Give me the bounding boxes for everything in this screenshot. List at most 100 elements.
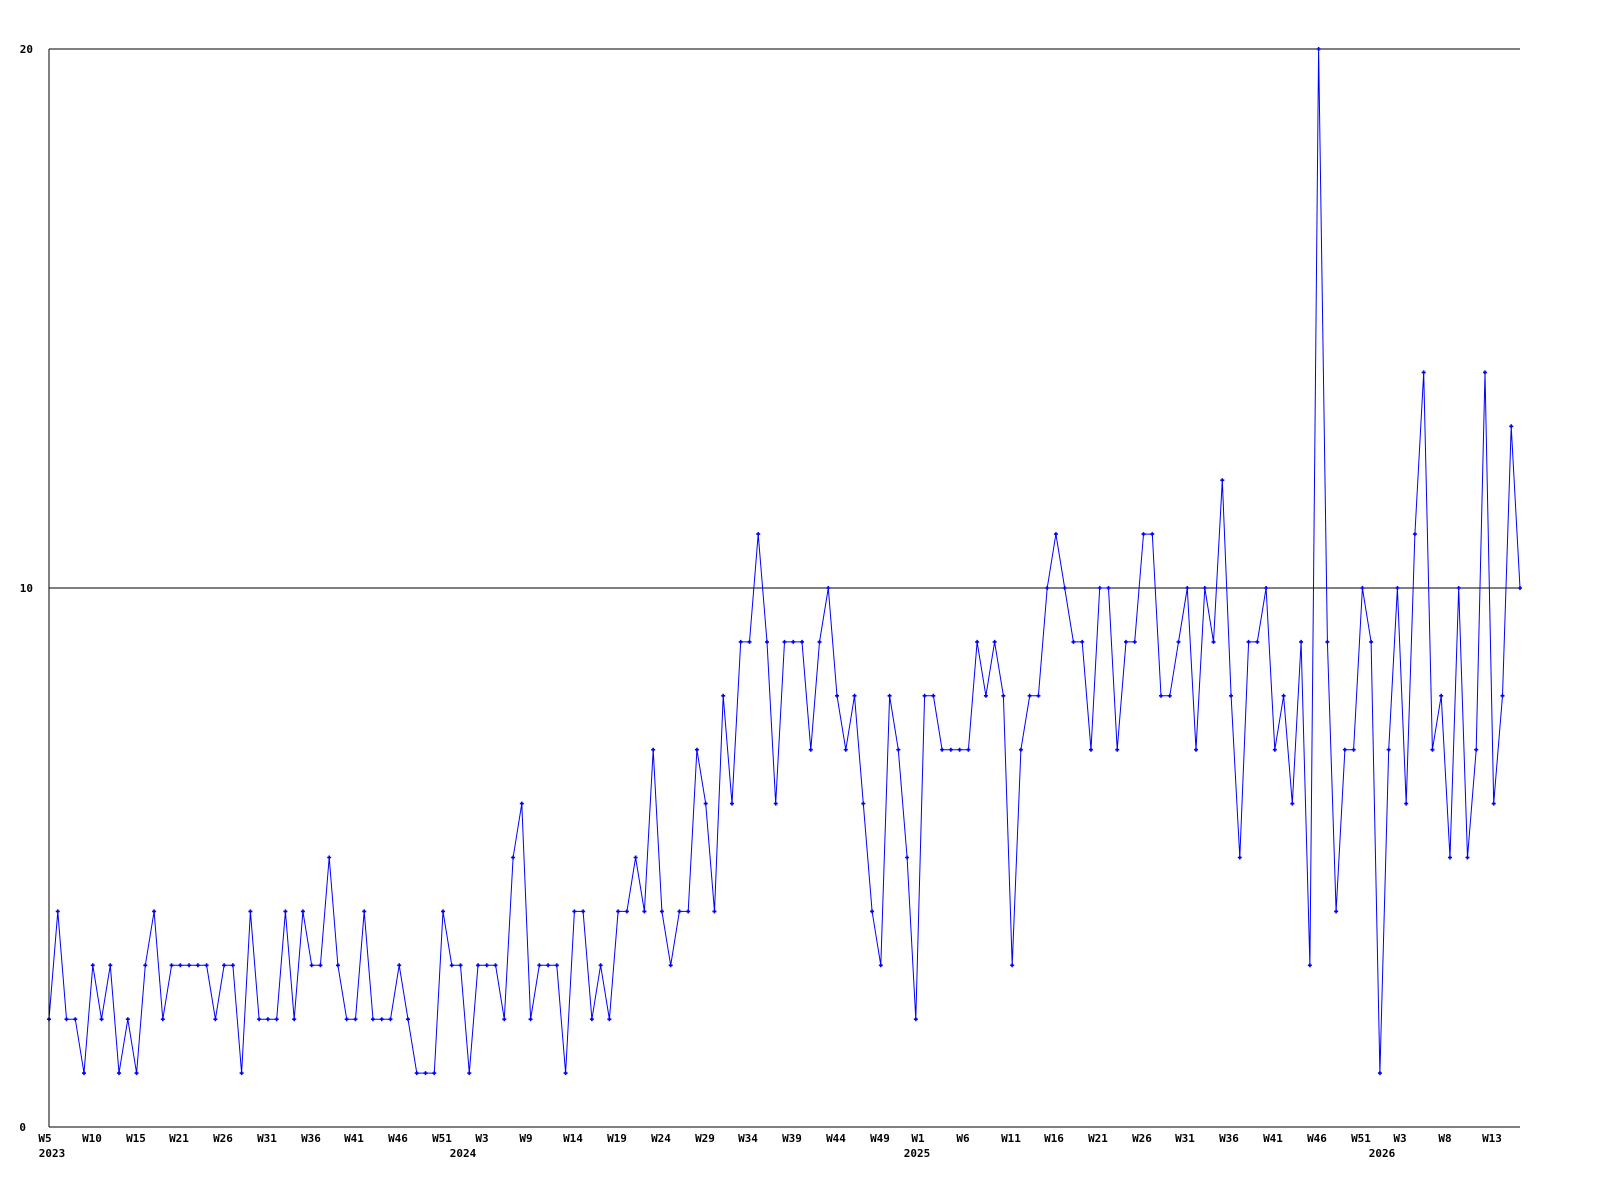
data-point bbox=[712, 909, 717, 914]
data-point bbox=[913, 1017, 918, 1022]
data-point bbox=[178, 963, 183, 968]
data-point bbox=[1053, 532, 1058, 537]
data-point bbox=[257, 1017, 262, 1022]
data-point bbox=[1062, 586, 1067, 590]
data-point bbox=[738, 639, 743, 644]
data-point bbox=[1360, 586, 1365, 590]
data-point bbox=[1351, 747, 1356, 752]
data-point bbox=[1465, 855, 1470, 860]
data-point bbox=[861, 801, 866, 806]
y-tick-label-10: 10 bbox=[20, 582, 33, 595]
data-point bbox=[370, 1017, 375, 1022]
data-point bbox=[957, 747, 962, 752]
data-point bbox=[1220, 478, 1225, 483]
x-tick-label: W34 bbox=[738, 1132, 758, 1145]
x-tick-label: W46 bbox=[1307, 1132, 1327, 1145]
x-tick-label: W49 bbox=[870, 1132, 890, 1145]
data-point bbox=[1097, 586, 1102, 590]
data-point bbox=[1482, 370, 1487, 375]
data-point bbox=[423, 1071, 428, 1076]
year-label: 2023 bbox=[39, 1147, 66, 1160]
data-point bbox=[1001, 693, 1006, 698]
data-point bbox=[134, 1071, 139, 1076]
x-tick-label: W51 bbox=[1351, 1132, 1371, 1145]
data-point bbox=[826, 586, 831, 590]
data-point bbox=[143, 963, 148, 968]
data-point bbox=[694, 747, 699, 752]
data-point bbox=[1474, 747, 1479, 752]
year-label: 2026 bbox=[1369, 1147, 1396, 1160]
data-point bbox=[598, 963, 603, 968]
data-point bbox=[703, 801, 708, 806]
data-point bbox=[668, 963, 673, 968]
x-tick-label: W26 bbox=[1132, 1132, 1152, 1145]
data-point bbox=[152, 909, 157, 914]
x-tick-label: W14 bbox=[563, 1132, 583, 1145]
x-tick-label: W15 bbox=[126, 1132, 146, 1145]
data-point bbox=[975, 639, 980, 644]
data-point bbox=[1202, 586, 1207, 590]
data-point bbox=[1386, 747, 1391, 752]
data-point bbox=[905, 855, 910, 860]
data-point bbox=[756, 532, 761, 537]
data-point bbox=[1447, 855, 1452, 860]
data-point bbox=[1281, 693, 1286, 698]
data-point bbox=[99, 1017, 104, 1022]
data-point bbox=[73, 1017, 78, 1022]
data-point bbox=[1045, 586, 1050, 590]
data-point bbox=[572, 909, 577, 914]
data-point bbox=[222, 963, 227, 968]
data-point bbox=[808, 747, 813, 752]
data-point bbox=[1456, 586, 1461, 590]
data-point bbox=[458, 963, 463, 968]
data-point bbox=[1307, 963, 1312, 968]
data-point bbox=[782, 639, 787, 644]
data-point bbox=[1167, 693, 1172, 698]
x-tick-label: W8 bbox=[1438, 1132, 1451, 1145]
data-point bbox=[187, 963, 192, 968]
data-point bbox=[1272, 747, 1277, 752]
data-point bbox=[1377, 1071, 1382, 1076]
x-tick-label: W29 bbox=[695, 1132, 715, 1145]
data-point bbox=[64, 1017, 69, 1022]
data-point bbox=[852, 693, 857, 698]
data-point bbox=[633, 855, 638, 860]
x-tick-label: W21 bbox=[1088, 1132, 1108, 1145]
data-point bbox=[791, 639, 796, 644]
data-point bbox=[983, 693, 988, 698]
data-point bbox=[502, 1017, 507, 1022]
data-point bbox=[90, 963, 95, 968]
x-tick-label: W13 bbox=[1482, 1132, 1502, 1145]
data-point bbox=[265, 1017, 270, 1022]
x-tick-label: W31 bbox=[257, 1132, 277, 1145]
data-point bbox=[335, 963, 340, 968]
data-point bbox=[432, 1071, 437, 1076]
data-point bbox=[1395, 586, 1400, 590]
data-point bbox=[659, 909, 664, 914]
data-point bbox=[213, 1017, 218, 1022]
data-point bbox=[1509, 424, 1514, 429]
data-point bbox=[817, 639, 822, 644]
data-point bbox=[554, 963, 559, 968]
gridlines bbox=[49, 48, 1520, 589]
x-tick-label: W36 bbox=[1219, 1132, 1239, 1145]
data-point bbox=[274, 1017, 279, 1022]
data-point bbox=[1412, 532, 1417, 537]
data-point bbox=[82, 1071, 87, 1076]
y-axis-ticks: 0 10 20 bbox=[19, 43, 33, 1134]
data-point bbox=[686, 909, 691, 914]
data-point bbox=[449, 963, 454, 968]
data-point bbox=[887, 693, 892, 698]
x-tick-label: W19 bbox=[607, 1132, 627, 1145]
data-point bbox=[940, 747, 945, 752]
data-point bbox=[405, 1017, 410, 1022]
data-point bbox=[1132, 639, 1137, 644]
axes bbox=[48, 49, 1520, 1128]
data-point bbox=[397, 963, 402, 968]
data-point bbox=[519, 801, 524, 806]
data-point bbox=[1299, 639, 1304, 644]
x-tick-label: W3 bbox=[1393, 1132, 1406, 1145]
data-point bbox=[764, 639, 769, 644]
data-point bbox=[1194, 747, 1199, 752]
